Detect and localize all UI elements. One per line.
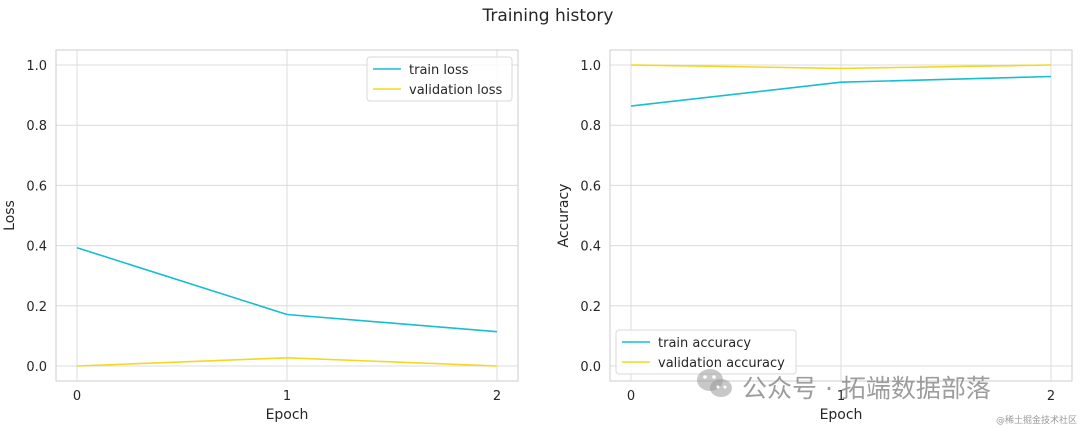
y-tick-label: 0.6 — [580, 179, 601, 194]
y-tick-label: 1.0 — [26, 59, 47, 74]
y-tick-label: 0.2 — [580, 300, 601, 315]
x-tick-label: 1 — [837, 389, 845, 404]
legend-label: train accuracy — [658, 336, 751, 351]
y-tick-label: 0.8 — [26, 119, 47, 134]
y-tick-label: 0.6 — [26, 179, 47, 194]
x-tick-label: 0 — [73, 389, 81, 404]
plot-area-frame — [609, 49, 1073, 382]
y-tick-label: 0.4 — [580, 240, 601, 255]
series-line-validation-accuracy — [630, 64, 1052, 70]
y-tick-label: 0.4 — [26, 240, 47, 255]
series-line-validation-loss — [76, 356, 498, 367]
legend-box — [366, 56, 513, 102]
y-tick-label: 1.0 — [580, 59, 601, 74]
x-tick-label: 0 — [627, 389, 635, 404]
y-tick-label: 0.0 — [580, 360, 601, 375]
y-tick-label: 0.2 — [26, 300, 47, 315]
x-axis-label: Epoch — [820, 407, 863, 423]
x-tick-label: 1 — [283, 389, 291, 404]
legend-label: validation accuracy — [658, 356, 785, 371]
watermark-text: 公众号 · 拓端数据部落 — [742, 374, 991, 403]
y-tick-label: 0.8 — [580, 119, 601, 134]
legend-label: validation loss — [409, 83, 502, 98]
watermark-corner-text: @稀土掘金技术社区 — [996, 416, 1078, 426]
loss-chart: 0.0 0.2 0.4 0.6 0.8 1.0 0 1 2 Epoch Loss train loss… — [2, 49, 519, 423]
x-tick-label: 2 — [493, 389, 501, 404]
series-line-train-loss — [76, 246, 498, 333]
legend-label: train loss — [409, 63, 469, 78]
x-axis-label: Epoch — [266, 407, 309, 423]
plot-area-frame — [55, 49, 519, 382]
series-line-train-accuracy — [630, 75, 1052, 107]
wechat-icon — [695, 366, 735, 402]
accuracy-chart: 0.0 0.2 0.4 0.6 0.8 1.0 0 1 2 Epoch Accuracy train … — [556, 49, 1073, 423]
x-tick-label: 2 — [1047, 389, 1055, 404]
figure-title: Training history — [482, 6, 614, 26]
y-axis-label: Accuracy — [556, 184, 572, 248]
y-axis-label: Loss — [2, 200, 18, 231]
y-tick-label: 0.0 — [26, 360, 47, 375]
